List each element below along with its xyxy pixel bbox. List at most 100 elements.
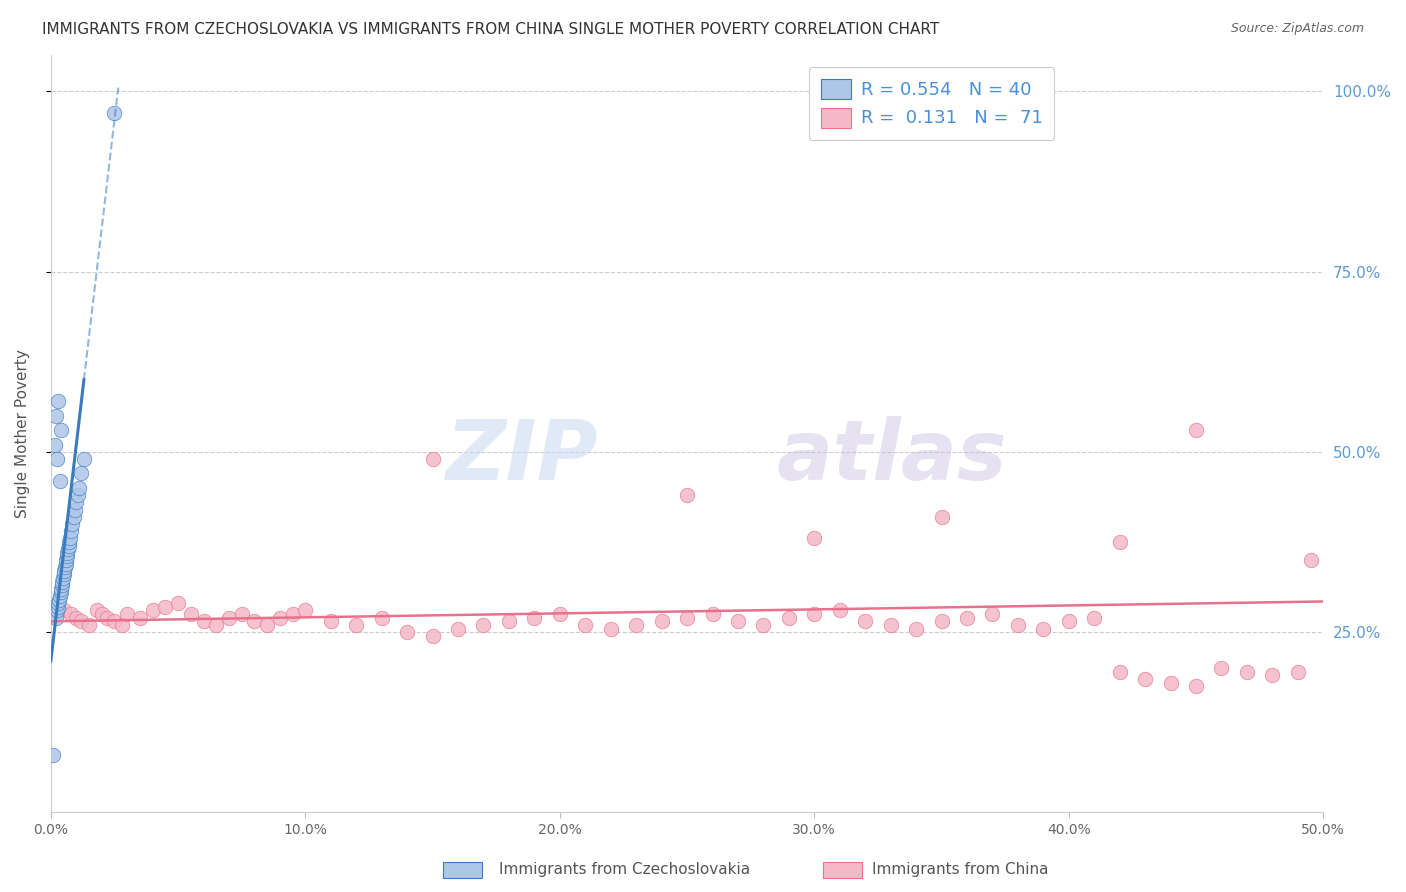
- Point: [1185, 679, 1208, 693]
- Point: [778, 610, 800, 624]
- Point: [48, 589, 70, 603]
- Point: [49, 423, 72, 437]
- Point: [853, 615, 876, 629]
- Point: [319, 615, 342, 629]
- Point: [115, 607, 138, 621]
- Point: [48, 474, 70, 488]
- Point: [1185, 423, 1208, 437]
- Text: Immigrants from Czechoslovakia: Immigrants from Czechoslovakia: [499, 863, 751, 877]
- Text: Immigrants from China: Immigrants from China: [872, 863, 1049, 877]
- Point: [53, 564, 76, 578]
- Point: [70, 467, 93, 481]
- Point: [73, 452, 96, 467]
- Point: [103, 106, 125, 120]
- Point: [51, 574, 73, 589]
- Point: [879, 618, 901, 632]
- Point: [931, 509, 953, 524]
- Point: [60, 524, 83, 538]
- Point: [370, 610, 392, 624]
- Point: [422, 452, 444, 467]
- Point: [1108, 535, 1130, 549]
- Point: [56, 542, 79, 557]
- Point: [523, 610, 546, 624]
- Point: [294, 603, 316, 617]
- Point: [46, 452, 69, 467]
- Point: [828, 603, 851, 617]
- Point: [1160, 675, 1182, 690]
- Point: [51, 578, 73, 592]
- Text: ZIP: ZIP: [446, 416, 598, 497]
- Point: [344, 618, 367, 632]
- Text: atlas: atlas: [776, 416, 1007, 497]
- Point: [63, 502, 86, 516]
- Point: [65, 495, 87, 509]
- Point: [45, 610, 67, 624]
- Point: [396, 625, 419, 640]
- Point: [155, 599, 177, 614]
- Point: [205, 618, 228, 632]
- Point: [727, 615, 749, 629]
- Point: [256, 618, 278, 632]
- Point: [48, 592, 70, 607]
- Point: [90, 607, 112, 621]
- Point: [180, 607, 202, 621]
- Point: [676, 610, 699, 624]
- Point: [956, 610, 979, 624]
- Point: [52, 603, 75, 617]
- Point: [67, 481, 90, 495]
- Point: [472, 618, 495, 632]
- Point: [931, 615, 953, 629]
- Point: [803, 607, 825, 621]
- Point: [905, 622, 928, 636]
- Point: [42, 747, 65, 762]
- Point: [1286, 665, 1309, 679]
- Point: [65, 610, 87, 624]
- Point: [70, 615, 93, 629]
- Point: [53, 560, 76, 574]
- Point: [574, 618, 596, 632]
- Point: [231, 607, 253, 621]
- Point: [981, 607, 1004, 621]
- Point: [66, 488, 89, 502]
- Point: [59, 532, 82, 546]
- Point: [62, 509, 84, 524]
- Point: [1236, 665, 1258, 679]
- Point: [803, 532, 825, 546]
- Point: [77, 618, 100, 632]
- Point: [1108, 665, 1130, 679]
- Point: [48, 394, 70, 409]
- Point: [269, 610, 291, 624]
- Point: [1007, 618, 1029, 632]
- Point: [62, 516, 84, 531]
- Point: [193, 615, 215, 629]
- Point: [1299, 553, 1322, 567]
- Point: [498, 615, 520, 629]
- Point: [702, 607, 724, 621]
- Point: [651, 615, 673, 629]
- Point: [60, 607, 83, 621]
- Legend: R = 0.554   N = 40, R =  0.131   N =  71: R = 0.554 N = 40, R = 0.131 N = 71: [808, 67, 1054, 139]
- Point: [422, 629, 444, 643]
- Point: [46, 599, 69, 614]
- Point: [44, 437, 66, 451]
- Point: [44, 607, 66, 621]
- Point: [599, 622, 621, 636]
- Text: IMMIGRANTS FROM CZECHOSLOVAKIA VS IMMIGRANTS FROM CHINA SINGLE MOTHER POVERTY CO: IMMIGRANTS FROM CZECHOSLOVAKIA VS IMMIGR…: [42, 22, 939, 37]
- Point: [624, 618, 647, 632]
- Text: Source: ZipAtlas.com: Source: ZipAtlas.com: [1230, 22, 1364, 36]
- Point: [48, 596, 70, 610]
- Point: [55, 553, 77, 567]
- Point: [1032, 622, 1054, 636]
- Point: [752, 618, 775, 632]
- Y-axis label: Single Mother Poverty: Single Mother Poverty: [15, 350, 30, 518]
- Point: [1261, 668, 1284, 682]
- Point: [167, 596, 190, 610]
- Point: [103, 615, 125, 629]
- Point: [55, 557, 77, 571]
- Point: [86, 603, 108, 617]
- Point: [1083, 610, 1105, 624]
- Point: [45, 409, 67, 423]
- Point: [142, 603, 165, 617]
- Point: [281, 607, 304, 621]
- Point: [1133, 672, 1156, 686]
